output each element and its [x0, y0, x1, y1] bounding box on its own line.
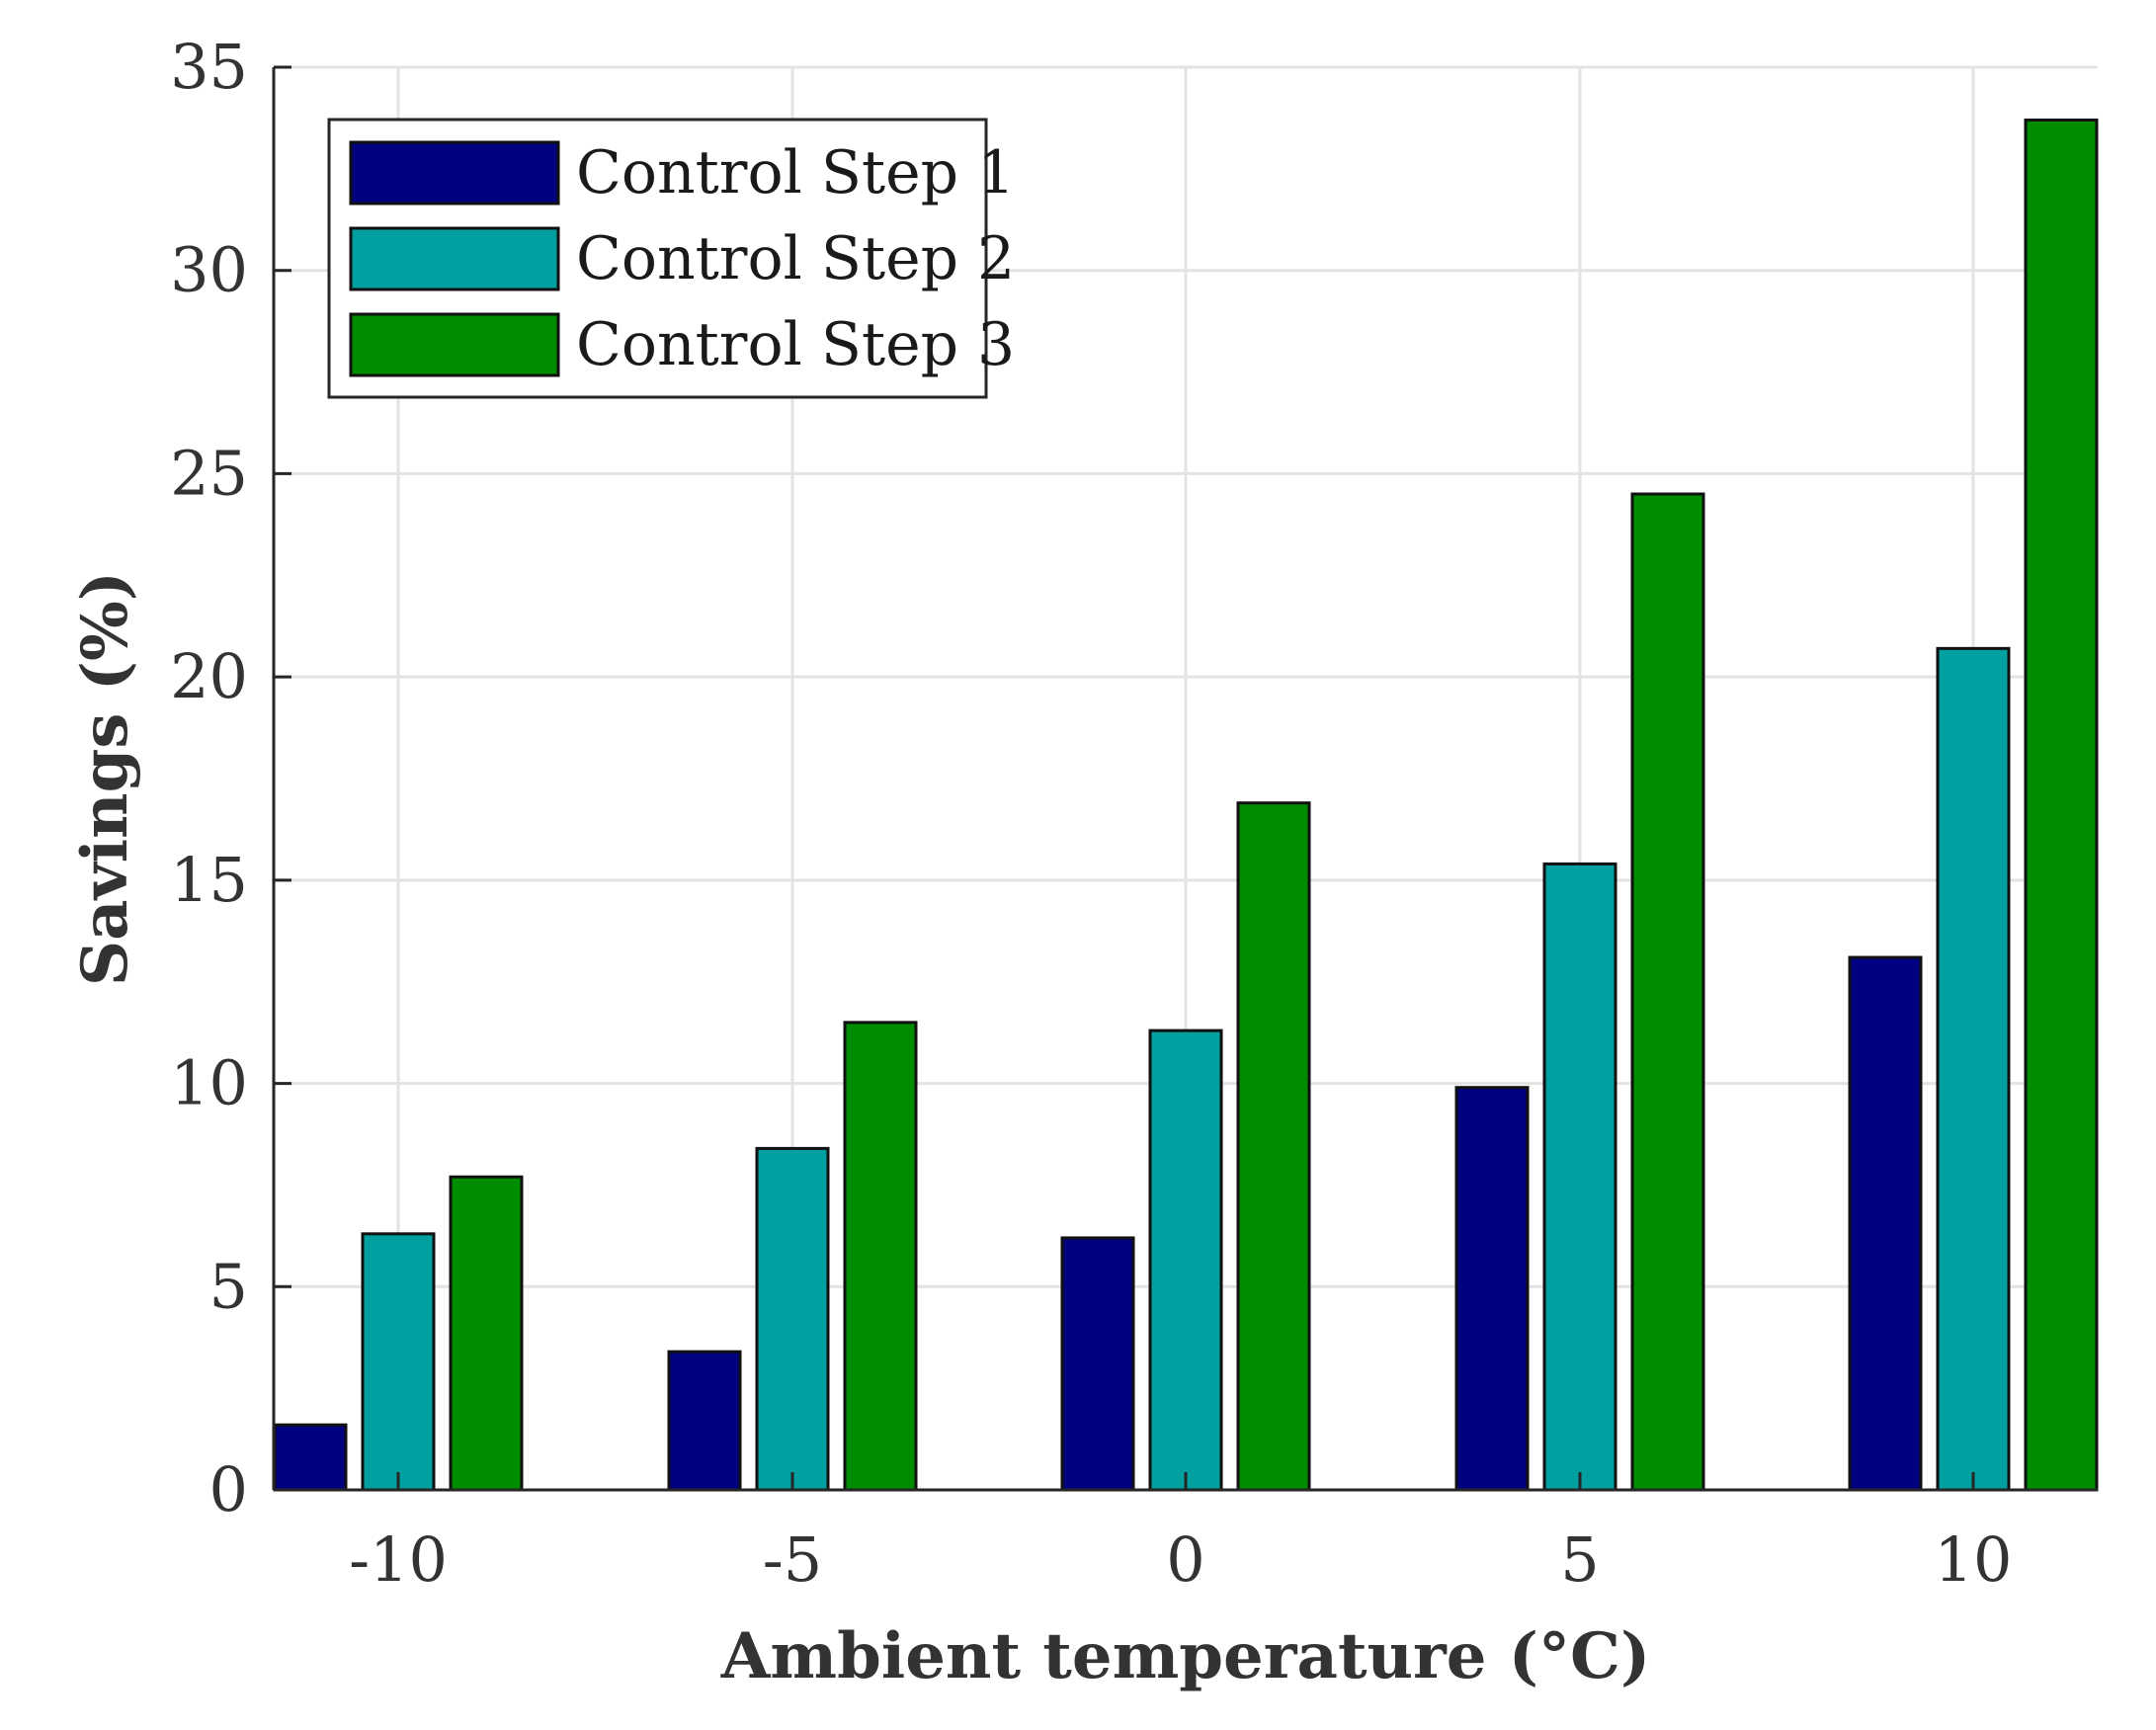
x-tick-label: -10	[349, 1524, 448, 1596]
y-tick-label: 20	[170, 640, 248, 712]
legend-swatch	[349, 140, 560, 206]
bars	[273, 118, 2099, 1492]
y-axis-title: Savings (%)	[68, 571, 142, 986]
bar	[755, 1146, 830, 1492]
legend-label: Control Step 3	[576, 310, 1015, 379]
legend-swatch	[349, 312, 560, 377]
y-tick-label: 30	[170, 234, 248, 306]
legend-label: Control Step 1	[576, 138, 1015, 207]
bar	[2024, 118, 2099, 1492]
bar	[1236, 801, 1311, 1492]
y-tick-label: 10	[170, 1047, 248, 1119]
y-tick-label: 15	[170, 844, 248, 916]
bar	[1936, 646, 2011, 1492]
bar	[1542, 862, 1617, 1492]
y-tick-label: 0	[209, 1453, 248, 1525]
bar	[1454, 1086, 1530, 1492]
legend-label: Control Step 2	[576, 224, 1015, 293]
x-tick-label: -5	[763, 1524, 822, 1596]
bar	[843, 1021, 918, 1492]
bar	[1060, 1236, 1135, 1492]
bar	[1848, 955, 1923, 1492]
bar	[449, 1175, 524, 1492]
y-tick-label: 25	[170, 437, 248, 509]
x-tick-label: 0	[1166, 1524, 1204, 1596]
y-tick-label: 5	[209, 1250, 248, 1322]
bar	[361, 1232, 436, 1492]
tick-labels: 0 5 10 15 20 25 30 35 -10 -5 0 5 10	[170, 31, 2012, 1596]
x-tick-label: 10	[1935, 1524, 2013, 1596]
bar	[273, 1423, 348, 1492]
x-tick-label: 5	[1560, 1524, 1599, 1596]
bar	[1148, 1029, 1223, 1492]
bar	[667, 1350, 742, 1492]
y-tick-label: 35	[170, 31, 248, 103]
legend: Control Step 1 Control Step 2 Control Step…	[327, 118, 1015, 399]
bar	[1630, 492, 1705, 1492]
legend-swatch	[349, 226, 560, 291]
x-axis-title: Ambient temperature (°C)	[720, 1619, 1651, 1693]
